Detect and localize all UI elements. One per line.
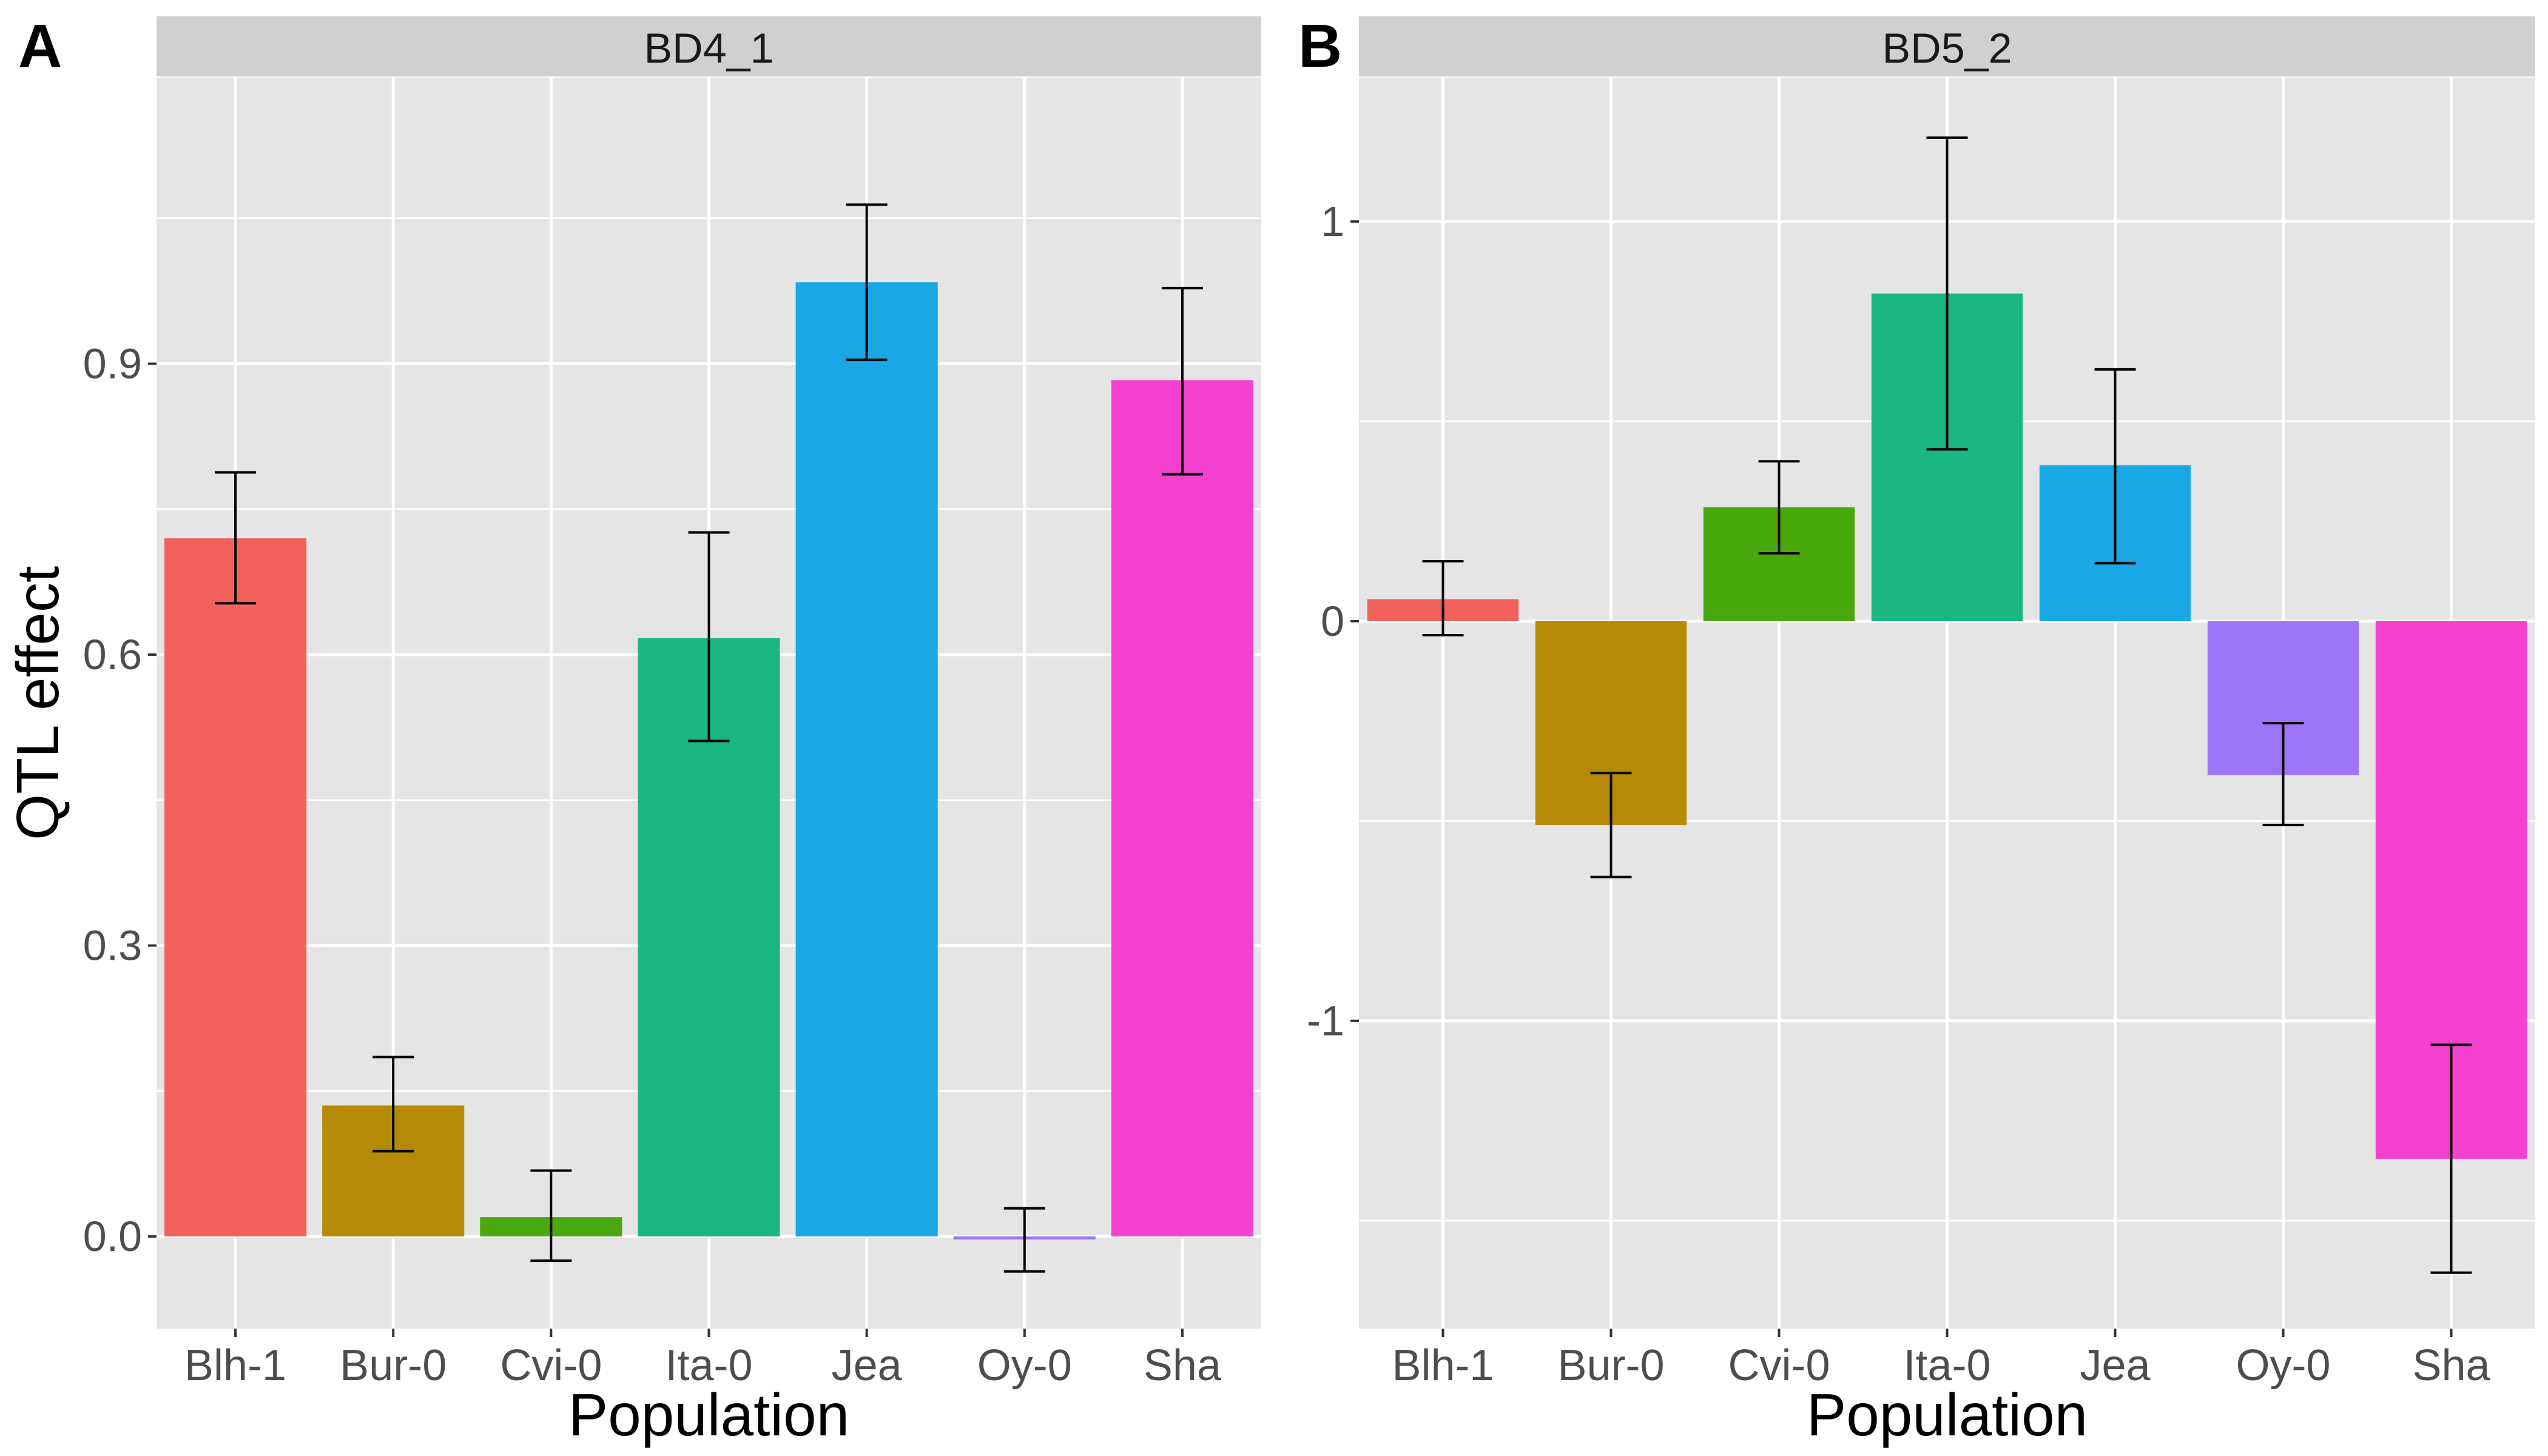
error-bar-bur-0 [372,1056,414,1153]
error-bar-sha [1161,286,1203,476]
panel-b: -1 0 1 Blh-1 Bur-0 Cvi-0 Ita-0 Jea Oy-0 Sha BD5_2 P… [1298,12,2535,1448]
x-tick-label: Cvi-0 [1728,1341,1830,1390]
y-tick-label: 0.6 [83,631,142,678]
x-tick-label: Oy-0 [2236,1341,2330,1390]
facet-strip-title: BD5_2 [1882,25,2012,72]
y-tick-label: 0 [1321,598,1344,645]
error-bar-cvi-0 [1758,460,1800,554]
panel-label: B [1298,12,1342,80]
y-tick-label: 1 [1321,198,1344,245]
error-bar-ita-0 [688,531,730,743]
error-bar-jea [846,203,888,362]
error-bar-blh-1 [215,471,257,605]
error-bar-bur-0 [1590,772,1632,878]
error-bar-oy-0 [2262,721,2304,826]
facet-strip [157,16,1261,76]
x-tick-label: Bur-0 [340,1341,447,1390]
x-tick-label: Bur-0 [1557,1341,1664,1390]
error-bar-ita-0 [1926,136,1968,451]
x-tick-label: Ita-0 [665,1341,752,1390]
x-tick-label: Blh-1 [1392,1341,1494,1390]
bar-jea [795,282,938,1237]
bar-sha [1111,380,1253,1237]
error-bar-oy-0 [1003,1207,1045,1273]
x-tick-label: Sha [2412,1341,2490,1390]
x-axis-title: Population [568,1381,849,1448]
error-bar-cvi-0 [530,1169,572,1262]
error-bar-sha [2430,1043,2472,1274]
y-tick-label: -1 [1307,997,1344,1045]
x-tick-label: Cvi-0 [500,1341,602,1390]
facet-strip-title: BD4_1 [644,25,774,72]
y-axis-title: QTL effect [4,566,71,840]
panel-label: A [18,12,62,80]
x-tick-label: Oy-0 [977,1341,1072,1390]
y-tick-label: 0.9 [83,340,142,388]
y-tick-label: 0.0 [83,1213,142,1260]
x-tick-label: Ita-0 [1903,1341,1990,1390]
error-bar-blh-1 [1422,560,1464,637]
y-tick-label: 0.3 [83,922,142,969]
x-tick-label: Blh-1 [184,1341,286,1390]
x-tick-label: Jea [832,1341,903,1390]
x-tick-label: Jea [2080,1341,2151,1390]
x-tick-label: Sha [1144,1341,1222,1390]
x-axis-title: Population [1807,1381,2088,1448]
panel-a: 0.0 0.3 0.6 0.9 Blh-1 Bur-0 Cvi-0 Ita-0 Jea Oy-0 S… [4,12,1261,1448]
error-bar-jea [2094,368,2136,565]
facet-strip [1359,16,2535,76]
bar-blh-1 [164,538,307,1237]
